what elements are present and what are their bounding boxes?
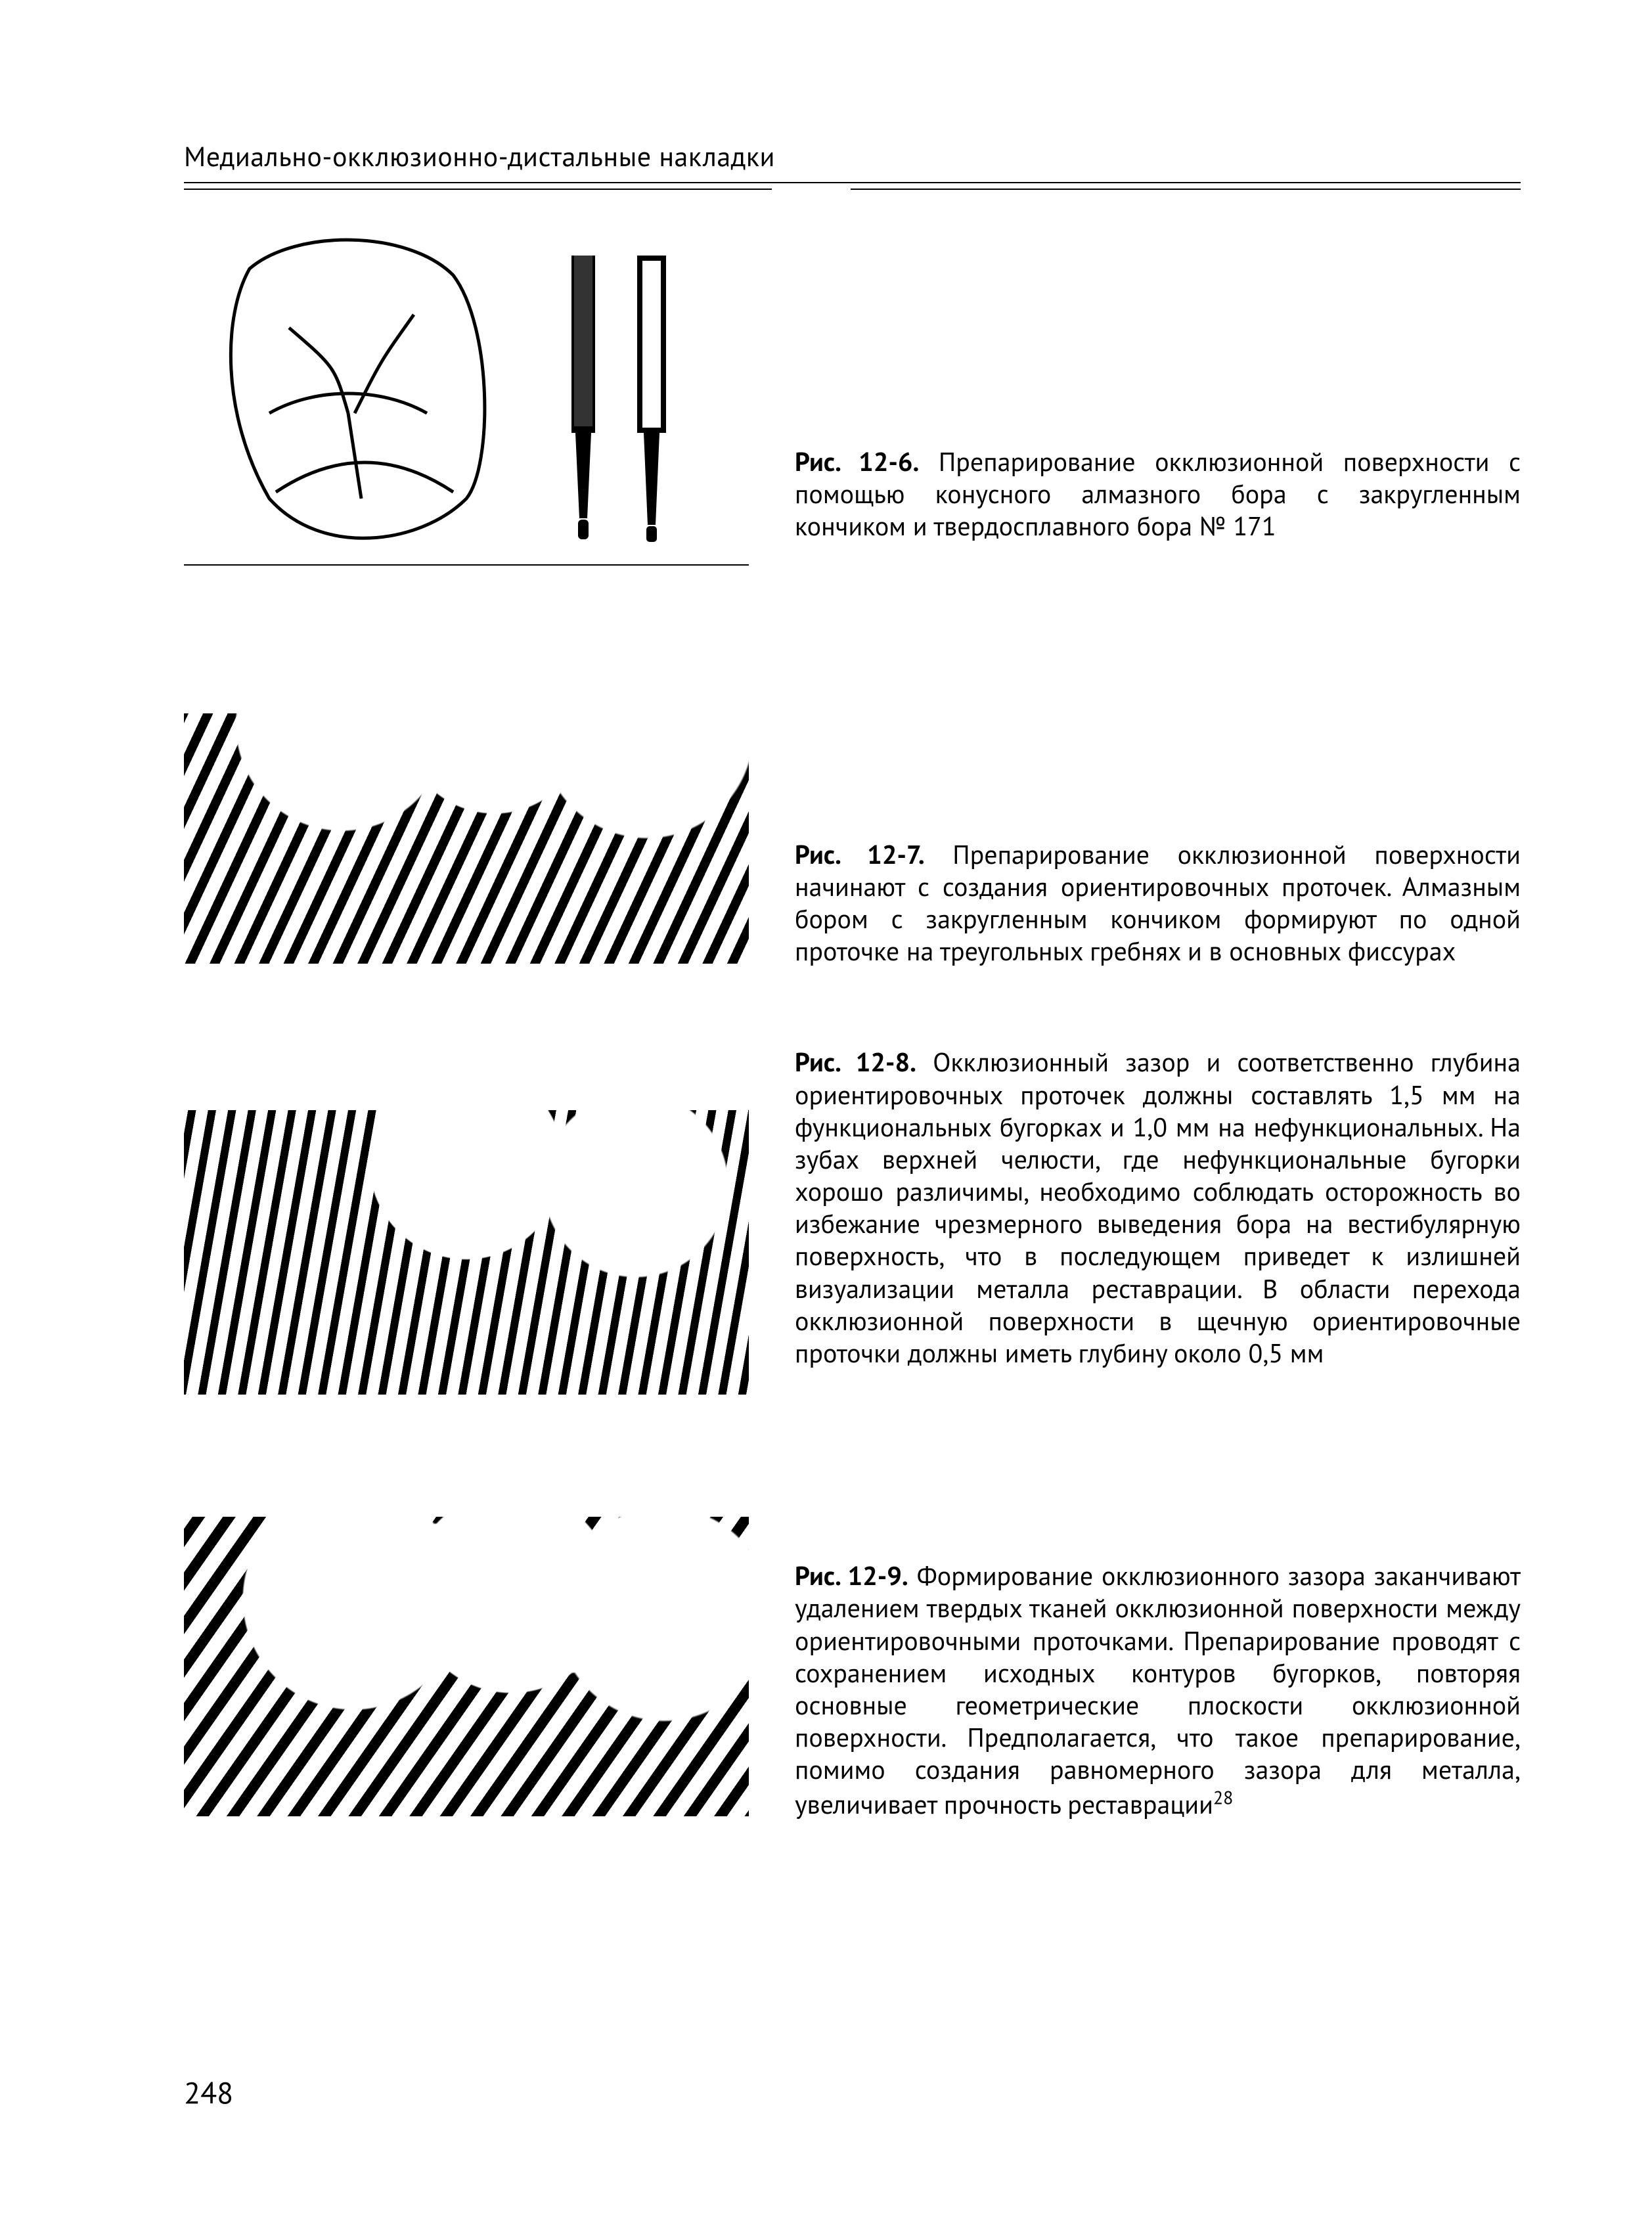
caption-12-8: Рис. 12-8. Окклюзионный зазор и соответс…	[795, 1046, 1521, 1370]
content-area: Рис. 12-6. Препарирование окклюзионной п…	[184, 216, 1521, 1847]
figure-12-8	[184, 1020, 749, 1395]
figure-12-6	[184, 216, 749, 566]
running-title: Медиально-окклюзионно-дистальные накладк…	[184, 138, 1521, 174]
caption-lead: Рис. 12-6.	[795, 445, 919, 479]
figure-row: Рис. 12-8. Окклюзионный зазор и соответс…	[184, 1020, 1521, 1396]
caption-lead: Рис. 12-9.	[795, 1559, 908, 1593]
caption-lead: Рис. 12-8.	[795, 1045, 916, 1079]
caption-12-7: Рис. 12-7. Препарирование окклюзионной п…	[795, 839, 1521, 968]
tooth-and-burs-icon	[184, 216, 749, 564]
caption-12-9: Рис. 12-9. Формирование окклюзионного за…	[795, 1560, 1521, 1821]
page-number: 248	[184, 2072, 233, 2112]
header-rule-1	[184, 182, 1521, 183]
clinical-photo-placeholder	[184, 596, 749, 964]
figure-row: Рис. 12-9. Формирование окклюзионного за…	[184, 1422, 1521, 1847]
caption-12-6: Рис. 12-6. Препарирование окклюзионной п…	[795, 446, 1521, 543]
caption-text: Окклюзионный зазор и соответственно глуб…	[795, 1045, 1521, 1370]
figure-row: Рис. 12-7. Препарирование окклюзионной п…	[184, 596, 1521, 995]
clinical-photo-placeholder	[184, 1020, 749, 1395]
figure-12-9	[184, 1442, 749, 1816]
clinical-photo-placeholder	[184, 1442, 749, 1816]
figure-row: Рис. 12-6. Препарирование окклюзионной п…	[184, 216, 1521, 570]
caption-lead: Рис. 12-7.	[795, 838, 925, 872]
figure-12-7	[184, 596, 749, 964]
caption-text: Формирование окклюзионного зазора заканч…	[795, 1559, 1521, 1822]
header-rule-2	[184, 189, 1521, 190]
